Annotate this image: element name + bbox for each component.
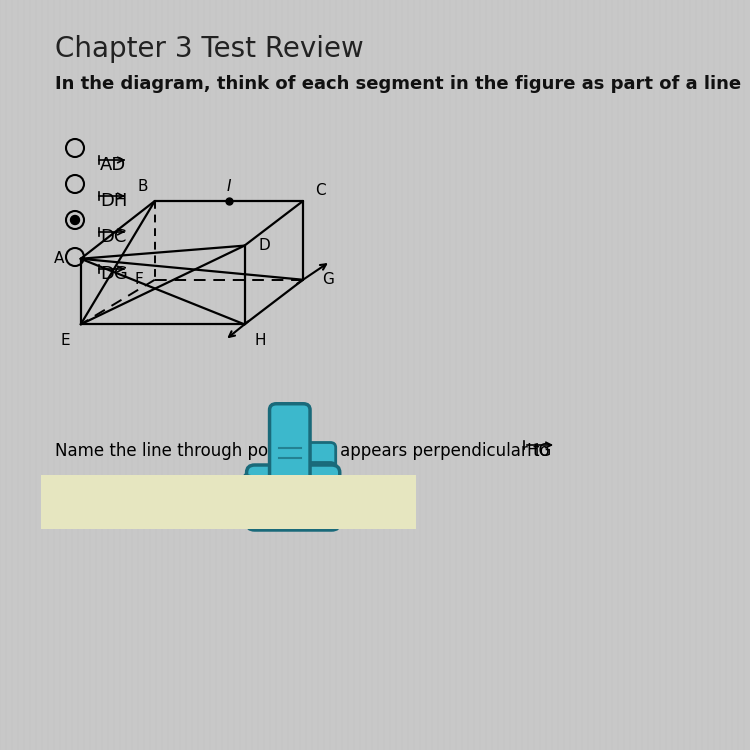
Text: DG: DG [100,265,128,283]
Text: AD: AD [100,156,126,174]
Text: that appears perpendicular to: that appears perpendicular to [296,442,555,460]
Text: HG: HG [526,442,551,460]
FancyBboxPatch shape [303,476,334,518]
Text: D: D [283,442,296,460]
Text: Chapter 3 Test Review: Chapter 3 Test Review [55,35,364,63]
FancyBboxPatch shape [269,404,310,497]
Polygon shape [236,475,260,504]
Text: G: G [322,272,334,287]
Circle shape [70,215,80,224]
Text: I: I [226,179,231,194]
Text: In the diagram, think of each segment in the figure as part of a line: In the diagram, think of each segment in… [55,75,741,93]
Text: F: F [135,272,143,287]
Text: DH: DH [100,192,128,210]
FancyBboxPatch shape [247,465,340,530]
Text: Name the line through point: Name the line through point [55,442,295,460]
Text: H: H [254,333,266,348]
Text: D: D [258,238,270,254]
FancyBboxPatch shape [301,442,336,503]
Text: B: B [138,179,148,194]
Text: A: A [54,251,64,266]
Text: E: E [60,333,70,348]
Text: DC: DC [100,228,126,246]
Text: C: C [315,183,326,198]
FancyBboxPatch shape [301,463,336,512]
